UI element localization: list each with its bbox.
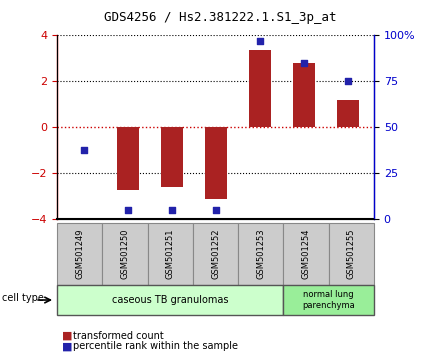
Point	[212, 207, 219, 213]
Text: transformed count: transformed count	[73, 331, 163, 341]
Text: GSM501251: GSM501251	[166, 229, 175, 279]
Bar	[249, 50, 271, 127]
Bar	[117, 127, 139, 190]
Bar	[161, 127, 183, 187]
Point	[168, 207, 175, 213]
Point	[344, 79, 351, 84]
Text: GSM501250: GSM501250	[121, 229, 130, 279]
Text: normal lung
parenchyma: normal lung parenchyma	[302, 290, 355, 310]
Point	[124, 207, 131, 213]
Text: ■: ■	[62, 341, 72, 351]
Text: GDS4256 / Hs2.381222.1.S1_3p_at: GDS4256 / Hs2.381222.1.S1_3p_at	[104, 11, 336, 24]
Text: cell type: cell type	[2, 293, 44, 303]
Text: GSM501255: GSM501255	[347, 229, 356, 279]
Text: percentile rank within the sample: percentile rank within the sample	[73, 341, 238, 351]
Bar	[293, 63, 315, 127]
Text: GSM501254: GSM501254	[301, 229, 311, 279]
Text: caseous TB granulomas: caseous TB granulomas	[112, 295, 229, 305]
Point	[256, 38, 263, 44]
Text: GSM501253: GSM501253	[257, 229, 265, 279]
Text: GSM501249: GSM501249	[75, 229, 84, 279]
Point	[300, 60, 307, 66]
Point	[80, 147, 87, 152]
Bar	[337, 100, 359, 127]
Text: ■: ■	[62, 331, 72, 341]
Bar	[205, 127, 227, 199]
Text: GSM501252: GSM501252	[211, 229, 220, 279]
